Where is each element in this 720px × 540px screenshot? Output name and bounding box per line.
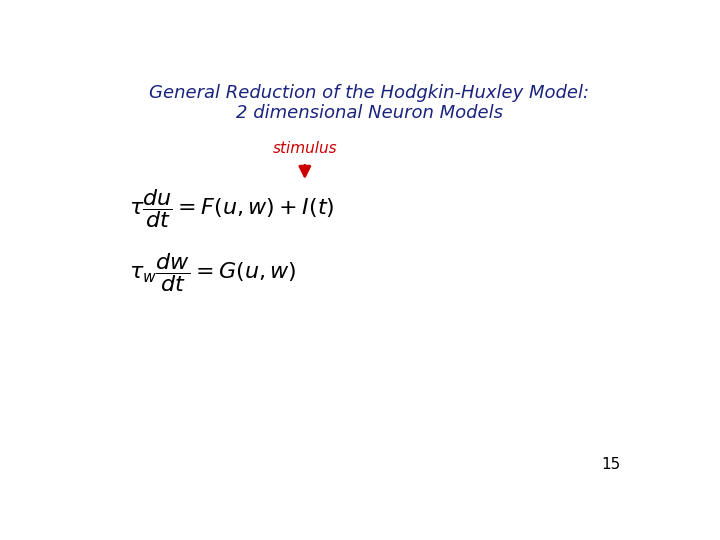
Text: $\tau_w \dfrac{dw}{dt} = G(u, w)$: $\tau_w \dfrac{dw}{dt} = G(u, w)$: [129, 251, 297, 294]
Text: 15: 15: [601, 457, 620, 472]
Text: General Reduction of the Hodgkin-Huxley Model:
2 dimensional Neuron Models: General Reduction of the Hodgkin-Huxley …: [149, 84, 589, 123]
Text: stimulus: stimulus: [272, 141, 337, 156]
Text: $\tau \dfrac{du}{dt} = F(u, w) + I(t)$: $\tau \dfrac{du}{dt} = F(u, w) + I(t)$: [129, 187, 335, 230]
